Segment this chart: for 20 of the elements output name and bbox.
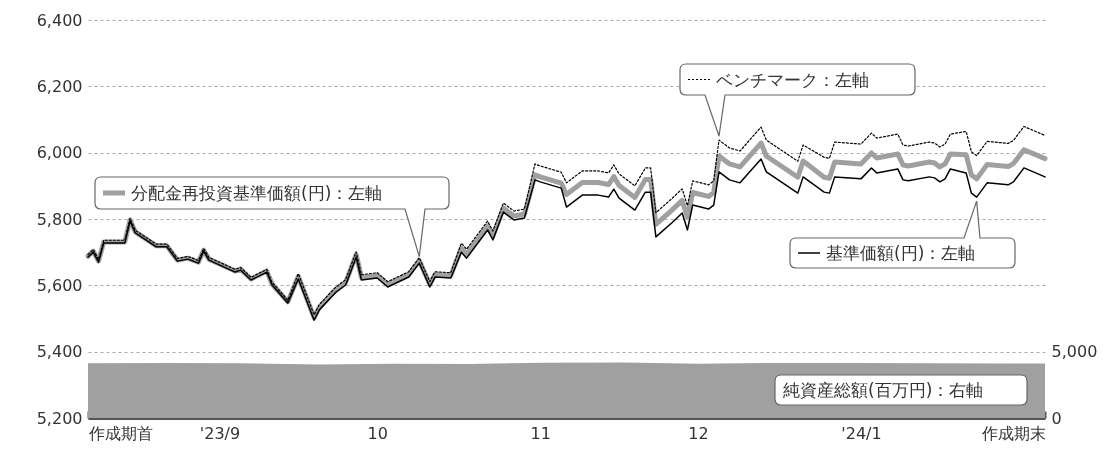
y-tick-label: 6,200: [36, 76, 83, 96]
y-tick-label: 5,800: [36, 209, 83, 229]
y2-tick-label: 5,000: [1051, 342, 1098, 362]
y-tick-label: 5,600: [36, 275, 83, 295]
x-tick-label: 10: [367, 423, 388, 443]
x-tick-label: '23/9: [199, 423, 241, 443]
x-tick-label: 作成期首: [87, 423, 153, 443]
legend-label: 分配金再投資基準価額(円)：左軸: [131, 183, 383, 203]
series-label: 純資産総額(百万円)：右軸: [783, 380, 984, 400]
legend-label: ベンチマーク：左軸: [716, 69, 869, 90]
legend-label: 基準価額(円)：左軸: [826, 243, 976, 263]
y-tick-label: 6,400: [36, 10, 83, 30]
x-tick-label: 作成期末: [980, 423, 1046, 443]
x-tick-label: 12: [688, 423, 709, 443]
x-tick-label: 11: [530, 423, 551, 443]
y-tick-label: 5,200: [36, 408, 83, 428]
y2-tick-label: 0: [1051, 408, 1062, 428]
x-tick-label: '24/1: [841, 423, 882, 443]
y-tick-label: 5,400: [36, 342, 83, 362]
y-tick-label: 6,000: [36, 143, 83, 163]
